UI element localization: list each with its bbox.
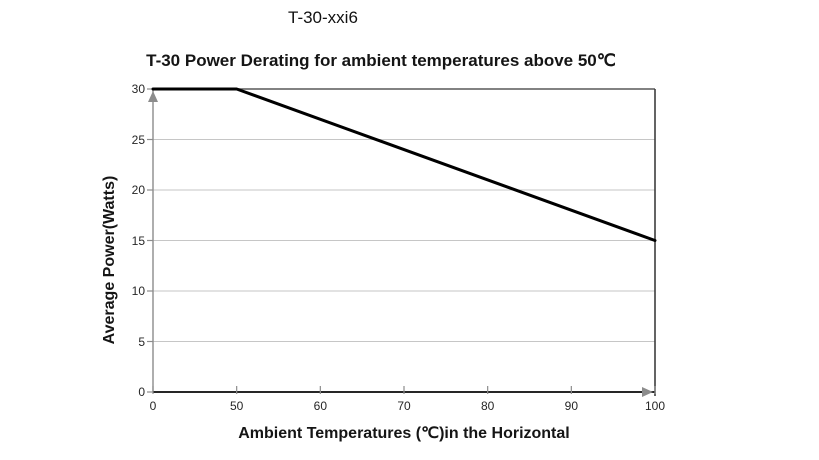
page-title: T-30-xxi6 (288, 8, 358, 27)
x-axis-arrow-icon (642, 387, 653, 397)
x-tick-label: 80 (480, 399, 495, 413)
x-tick-label: 90 (564, 399, 578, 413)
y-tick-label: 25 (131, 132, 145, 147)
derating-line (151, 87, 657, 242)
x-tick-label: 0 (149, 399, 157, 413)
x-axis-title: Ambient Temperatures (℃)in the Horizonta… (238, 425, 570, 442)
y-tick-label: 30 (131, 82, 145, 96)
x-tick-label: 50 (229, 399, 244, 413)
y-tick-label: 10 (131, 284, 145, 298)
y-axis-arrow-icon (148, 91, 158, 102)
y-tick-label: 5 (138, 334, 145, 349)
y-tick-label: 15 (131, 233, 145, 248)
chart-title: T-30 Power Derating for ambient temperat… (146, 51, 616, 70)
y-tick-label: 20 (131, 183, 145, 197)
x-tick-label: 60 (313, 399, 327, 413)
x-tick-label: 70 (397, 399, 411, 413)
y-tick-label: 0 (138, 385, 145, 399)
x-tick-label: 100 (644, 399, 666, 413)
